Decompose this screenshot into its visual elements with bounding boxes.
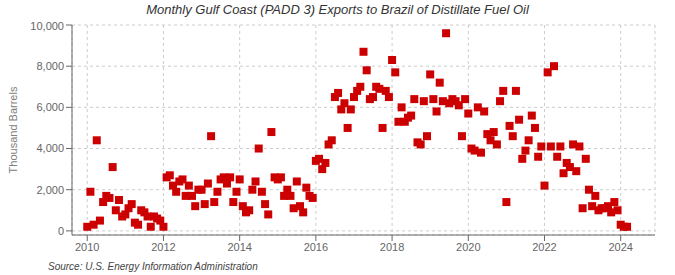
svg-text:2018: 2018 [380, 241, 404, 253]
svg-text:6,000: 6,000 [36, 101, 64, 113]
svg-text:2010: 2010 [75, 241, 99, 253]
svg-text:8,000: 8,000 [36, 60, 64, 72]
svg-text:2022: 2022 [532, 241, 556, 253]
svg-text:2014: 2014 [227, 241, 251, 253]
html-text:Monthly Gulf Coast (PADD 3) Ex: Monthly Gulf Coast (PADD 3) Exports to B… [146, 2, 529, 17]
svg-text:10,000: 10,000 [30, 20, 64, 32]
svg-text:0: 0 [58, 225, 64, 237]
svg-text:2024: 2024 [608, 241, 632, 253]
html-text:Source: U.S. Energy Informatio: Source: U.S. Energy Information Administ… [48, 261, 258, 272]
svg-text:2012: 2012 [151, 241, 175, 253]
svg-text:2020: 2020 [456, 241, 480, 253]
svg-text:2016: 2016 [304, 241, 328, 253]
svg-text:4,000: 4,000 [36, 142, 64, 154]
svg-text:Thousand Barrels: Thousand Barrels [8, 86, 19, 173]
svg-text:2,000: 2,000 [36, 184, 64, 196]
